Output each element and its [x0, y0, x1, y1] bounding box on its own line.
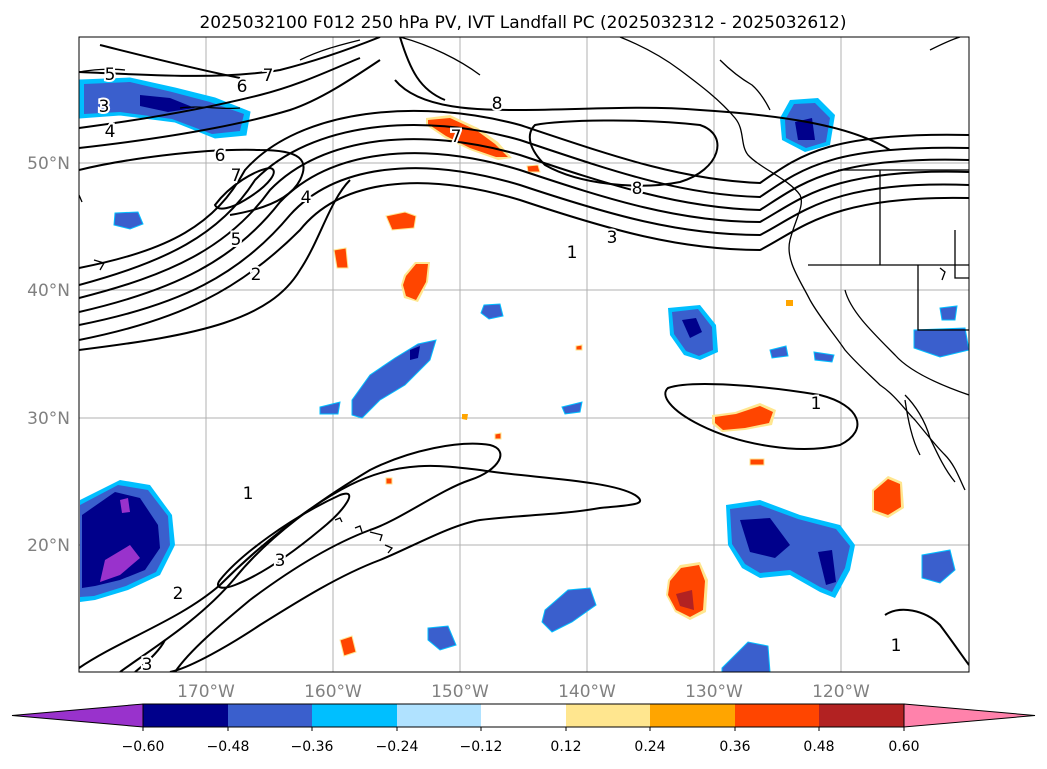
- lon-label: 130°W: [685, 682, 743, 702]
- pv-negative-fills: [79, 77, 969, 672]
- colorbar-segment: [819, 704, 904, 727]
- colorbar-tick-label: 0.12: [550, 739, 581, 755]
- colorbar-tick-label: 0.36: [719, 739, 750, 755]
- colorbar-tick-label: −0.36: [291, 739, 334, 755]
- contour-labels: 5 6 7 3 4 6 7 5 4 2 8 7 8 3 1 1 1 3 2 3 …: [97, 63, 904, 675]
- lat-label: 20°N: [27, 536, 70, 556]
- figure-title: 2025032100 F012 250 hPa PV, IVT Landfall…: [199, 13, 846, 33]
- colorbar-extend-min: [11, 703, 144, 728]
- pv-blob-central: [351, 339, 437, 419]
- colorbar-tick-label: 0.24: [634, 739, 665, 755]
- contour-label: 1: [811, 394, 822, 414]
- contour-label: 7: [451, 127, 462, 147]
- colorbar-tick-label: 0.48: [803, 739, 834, 755]
- pv-positive-fills: [333, 115, 904, 657]
- coastlines: [79, 37, 969, 554]
- contour-label: 4: [105, 122, 116, 142]
- contour-label: 1: [243, 484, 254, 504]
- contour-label: 5: [105, 65, 116, 85]
- lat-label: 50°N: [27, 154, 70, 174]
- colorbar-tick-label: −0.12: [460, 739, 503, 755]
- colorbar-tick-label: −0.60: [122, 739, 165, 755]
- contour-label: 1: [891, 636, 902, 656]
- lon-label: 170°W: [177, 682, 235, 702]
- contour-label: 7: [231, 166, 242, 186]
- contour-label: 3: [142, 655, 153, 675]
- contour-label: 1: [567, 243, 578, 263]
- colorbar-segment: [397, 704, 481, 727]
- contour-label: 8: [492, 94, 503, 114]
- colorbar-segment: [143, 704, 228, 727]
- map-frame: [78, 36, 970, 673]
- colorbar-tick-label: −0.48: [207, 739, 250, 755]
- contour-label: 3: [99, 97, 110, 117]
- ivt-contours: [79, 37, 969, 672]
- colorbar-segment: [312, 704, 397, 727]
- colorbar-segment: [566, 704, 650, 727]
- latitude-labels: 50°N 40°N 30°N 20°N: [27, 154, 70, 556]
- contour-label: 2: [251, 265, 262, 285]
- colorbar-segment: [735, 704, 819, 727]
- contour-label: 5: [231, 230, 242, 250]
- colorbar-segment: [228, 704, 312, 727]
- contour-label: 6: [215, 146, 226, 166]
- lon-label: 150°W: [431, 682, 489, 702]
- lon-label: 160°W: [304, 682, 362, 702]
- contour-label: 6: [237, 77, 248, 97]
- lat-label: 40°N: [27, 281, 70, 301]
- contour-label: 2: [173, 584, 184, 604]
- longitude-labels: 170°W 160°W 150°W 140°W 130°W 120°W: [177, 682, 870, 702]
- colorbar-segment: [650, 704, 735, 727]
- contour-label: 7: [263, 66, 274, 86]
- lon-label: 140°W: [558, 682, 616, 702]
- colorbar-segment: [481, 704, 566, 727]
- contour-label: 8: [632, 179, 643, 199]
- contour-label: 3: [275, 551, 286, 571]
- colorbar-tick-labels: −0.60 −0.48 −0.36 −0.24 −0.12 0.12 0.24 …: [122, 739, 920, 755]
- colorbar-tick-label: −0.24: [376, 739, 419, 755]
- colorbar-outline: [142, 703, 905, 728]
- colorbar: [11, 703, 1036, 731]
- contour-label: 3: [607, 228, 618, 248]
- colorbar-tick-label: 0.60: [888, 739, 919, 755]
- lon-label: 120°W: [812, 682, 870, 702]
- lat-label: 30°N: [27, 409, 70, 429]
- contour-label: 4: [301, 188, 312, 208]
- colorbar-extend-max: [903, 703, 1036, 728]
